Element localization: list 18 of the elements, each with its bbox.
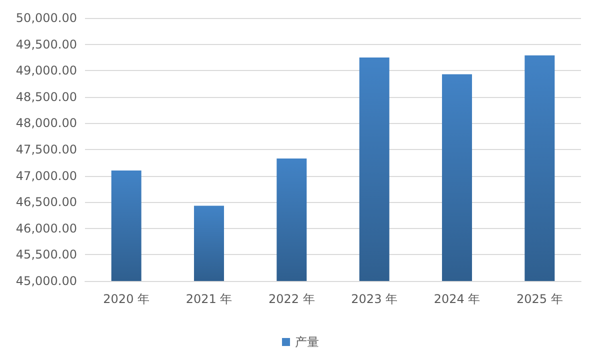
- y-tick-label: 45,000.00: [16, 274, 77, 288]
- y-tick-label: 46,500.00: [16, 195, 77, 210]
- y-tick-label: 49,000.00: [16, 64, 77, 78]
- y-tick-label: 47,000.00: [16, 168, 77, 183]
- legend-label: 产量: [295, 335, 319, 349]
- x-tick-label: 2021 年: [186, 292, 232, 306]
- y-tick-label: 48,000.00: [16, 116, 77, 130]
- y-tick-label: 45,500.00: [16, 248, 77, 262]
- y-tick-label: 49,500.00: [16, 37, 77, 52]
- y-tick-label: 46,000.00: [16, 221, 77, 236]
- y-tick-label: 47,500.00: [16, 142, 77, 156]
- x-tick-label: 2020 年: [103, 292, 150, 306]
- x-tick-label: 2023 年: [351, 292, 398, 306]
- x-tick-label: 2024 年: [434, 292, 480, 306]
- x-tick-label: 2025 年: [516, 292, 563, 306]
- x-tick-label: 2022 年: [268, 292, 315, 306]
- y-tick-label: 48,500.00: [16, 90, 77, 104]
- y-tick-label: 50,000.00: [16, 11, 77, 25]
